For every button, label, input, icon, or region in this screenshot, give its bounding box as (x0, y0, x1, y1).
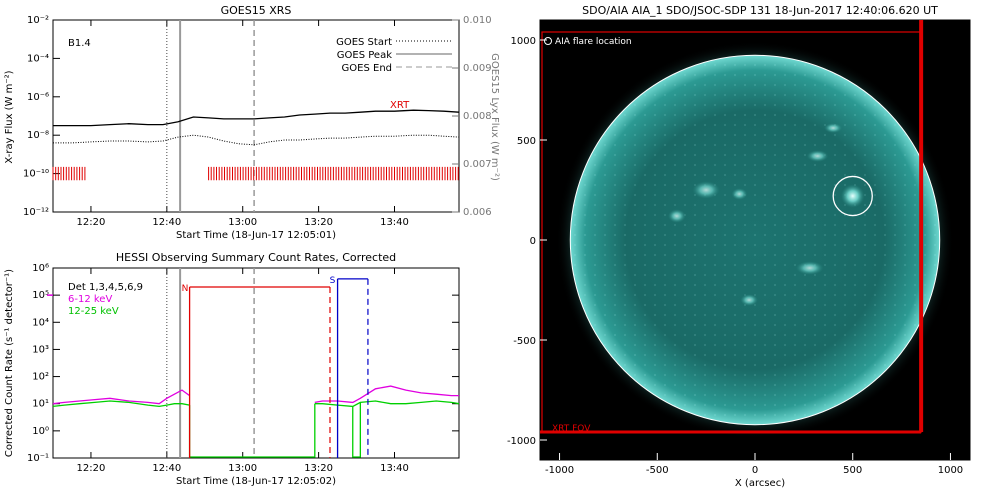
goes-ytick-label: 10⁻² (27, 15, 49, 26)
hessi-xtick-label: 12:40 (152, 463, 181, 474)
aia-xtick-label: -1000 (545, 465, 574, 476)
hessi-legend-low: 6-12 keV (68, 294, 112, 305)
aia-limb-circle (569, 54, 941, 426)
goes-xrt-annotation: XRT (390, 100, 410, 111)
hessi-xtick-label: 13:20 (304, 463, 333, 474)
goes-class-label: B1.4 (68, 38, 91, 49)
goes-ytick-label: 10⁻⁸ (27, 130, 49, 141)
hessi-ytick-label: 10⁰ (32, 426, 49, 437)
aia-ytick-label: 500 (517, 136, 536, 147)
aia-bright-region (668, 209, 686, 223)
hessi-ytick-label: 10³ (32, 344, 49, 355)
aia-xtick-label: -500 (646, 465, 669, 476)
goes-long-channel-line (53, 109, 460, 127)
aia-bright-region (796, 261, 824, 275)
goes-ylabel: X-ray Flux (W m⁻²) (4, 70, 15, 163)
goes-ytick-label: 10⁻¹² (23, 207, 49, 218)
aia-bright-region (824, 123, 842, 133)
hessi-low-energy-line (52, 389, 190, 405)
goes-legend-peak: GOES Peak (337, 50, 392, 61)
hessi-title: HESSI Observing Summary Count Rates, Cor… (116, 251, 396, 264)
aia-legend-circle-icon (544, 37, 552, 45)
aia-xlabel: X (arcsec) (735, 478, 785, 489)
aia-bright-region (806, 150, 829, 162)
hessi-flag-s-label: S (330, 276, 336, 286)
goes-ytick-right-label: 0.010 (463, 15, 492, 26)
aia-sun-image (556, 41, 954, 439)
goes-marks: 12:20 12:40 13:00 13:20 13:40 10⁻¹² 10⁻¹⁰ 10⁻⁸ 1… (23, 15, 492, 228)
hessi-panel: HESSI Observing Summary Count Rates, Cor… (4, 251, 460, 487)
goes-ytick-right-label: 0.009 (463, 63, 492, 74)
goes-ylabel-right: GOES15 Lyx Flux (W m⁻²) (489, 53, 500, 181)
goes-xtick-label: 12:20 (77, 217, 106, 228)
goes-xtick-label: 13:40 (380, 217, 409, 228)
hessi-legend-high: 12-25 keV (68, 306, 119, 317)
hessi-ytick-label: 10¹ (32, 399, 49, 410)
hessi-ylabel: Corrected Count Rate (s⁻¹ detector⁻¹) (4, 269, 15, 457)
goes-xlabel: Start Time (18-Jun-17 12:05:01) (176, 230, 336, 241)
hessi-xtick-label: 12:20 (77, 463, 106, 474)
goes-legend-start: GOES Start (336, 37, 392, 48)
aia-legend-text: AIA flare location (555, 37, 632, 47)
goes-plot-frame (52, 19, 460, 213)
hessi-high-energy-line-after-gap (314, 400, 460, 408)
aia-flare-circle (832, 175, 873, 217)
aia-xtick-label: 0 (752, 465, 758, 476)
hessi-ytick-label: 10² (32, 372, 49, 383)
goes-xtick-label: 13:00 (228, 217, 257, 228)
hessi-low-energy-line-after-gap (314, 385, 459, 404)
hessi-plot-frame (52, 267, 460, 459)
hessi-marks: 12:20 12:40 13:00 13:20 13:40 10⁻¹ 10⁰ 10¹ 10² 10… (27, 263, 460, 474)
goes-xtick-label: 12:40 (152, 217, 181, 228)
goes-ytick-label: 10⁻⁶ (27, 92, 49, 103)
goes-ytick-right-label: 0.006 (463, 207, 492, 218)
aia-ytick-label: 1000 (511, 36, 536, 47)
hessi-flag-n-label: N (182, 284, 189, 294)
aia-bright-region (692, 181, 720, 199)
goes-legend: GOES Start GOES Peak GOES End (336, 37, 452, 74)
goes-ytick-right-label: 0.008 (463, 111, 492, 122)
hessi-xlabel: Start Time (18-Jun-17 12:05:02) (176, 476, 336, 487)
aia-fov-label: XRT FOV (552, 424, 591, 434)
hessi-ytick-label: 10⁴ (32, 317, 49, 328)
goes-panel: GOES15 XRS Start Time (18-Jun-17 12:05:0… (4, 4, 500, 241)
hessi-ytick-label: 10⁶ (32, 263, 49, 274)
hessi-xtick-label: 13:00 (228, 463, 257, 474)
hessi-ytick-label: 10⁵ (32, 290, 49, 301)
aia-bright-region (740, 294, 758, 306)
aia-bright-region (731, 188, 748, 200)
aia-ytick-label: -1000 (507, 436, 536, 447)
aia-panel: SDO/AIA AIA_1 SDO/JSOC-SDP 131 18-Jun-20… (507, 4, 971, 489)
goes-ytick-label: 10⁻⁴ (27, 53, 49, 64)
goes-short-channel-line (53, 134, 460, 146)
goes-xrt-coverage-ticks (52, 166, 86, 181)
aia-marks: -1000 -500 0 500 1000 -1000 -500 0 500 1000 (507, 20, 963, 476)
aia-ytick-label: 0 (530, 236, 536, 247)
hessi-ytick-label: 10⁻¹ (27, 453, 49, 464)
hessi-legend-det: Det 1,3,4,5,6,9 (68, 282, 143, 293)
goes-title: GOES15 XRS (221, 4, 292, 17)
aia-xtick-label: 1000 (938, 465, 963, 476)
goes-ytick-label: 10⁻¹⁰ (23, 169, 49, 180)
aia-ytick-label: -500 (513, 336, 536, 347)
hessi-high-energy-line (52, 400, 190, 408)
hessi-saa-floor-line (352, 402, 361, 458)
aia-disk-grid (570, 55, 940, 425)
aia-xtick-label: 500 (843, 465, 862, 476)
hessi-xtick-label: 13:40 (380, 463, 409, 474)
aia-title: SDO/AIA AIA_1 SDO/JSOC-SDP 131 18-Jun-20… (582, 4, 938, 17)
goes-ytick-right-label: 0.007 (463, 159, 492, 170)
aia-bright-region (841, 184, 865, 208)
goes-xrt-coverage-ticks (208, 166, 459, 181)
goes-legend-end: GOES End (342, 63, 392, 74)
goes-xtick-label: 13:20 (304, 217, 333, 228)
